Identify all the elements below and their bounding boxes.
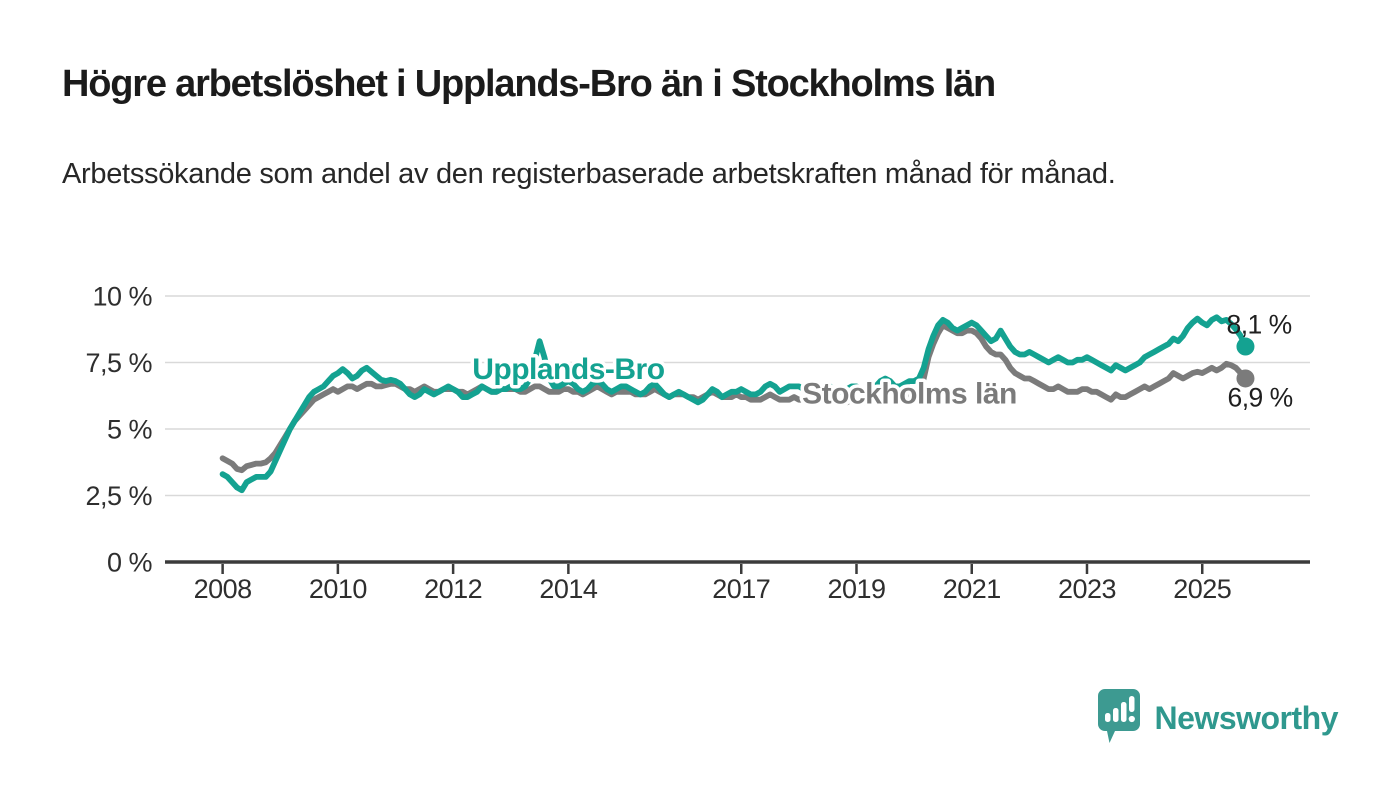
chart-subtitle: Arbetssökande som andel av den registerb… xyxy=(62,158,1116,190)
newsworthy-logo-icon xyxy=(1097,689,1140,743)
x-tick-label: 2023 xyxy=(1058,574,1116,604)
end-dot xyxy=(1236,337,1255,356)
series-label: Stockholms län xyxy=(802,378,1017,411)
series-line-stockholms-l-n xyxy=(219,322,1249,474)
series-line-upplands-bro xyxy=(219,314,1249,494)
y-tick-label: 10 % xyxy=(92,282,152,312)
x-tick-label: 2025 xyxy=(1173,574,1231,604)
y-tick-label: 2,5 % xyxy=(85,481,152,511)
series-label: Upplands-Bro xyxy=(472,353,665,386)
y-tick-label: 5 % xyxy=(107,415,153,445)
brand-name: Newsworthy xyxy=(1154,699,1339,736)
x-tick-label: 2010 xyxy=(309,574,367,604)
page-title: Högre arbetslöshet i Upplands-Bro än i S… xyxy=(62,63,996,105)
newsworthy-logo: Newsworthy xyxy=(1097,688,1339,748)
end-value-label: 6,9 % xyxy=(1227,382,1292,412)
x-tick-label: 2017 xyxy=(712,574,770,604)
x-tick-label: 2014 xyxy=(539,574,598,604)
x-tick-label: 2019 xyxy=(827,574,885,604)
y-tick-label: 0 % xyxy=(107,548,153,578)
end-dot xyxy=(1236,369,1255,388)
x-tick-label: 2008 xyxy=(194,574,252,604)
y-tick-label: 7,5 % xyxy=(85,348,152,378)
x-tick-label: 2021 xyxy=(943,574,1001,604)
end-value-label: 8,1 % xyxy=(1226,310,1291,340)
x-tick-label: 2012 xyxy=(424,574,482,604)
